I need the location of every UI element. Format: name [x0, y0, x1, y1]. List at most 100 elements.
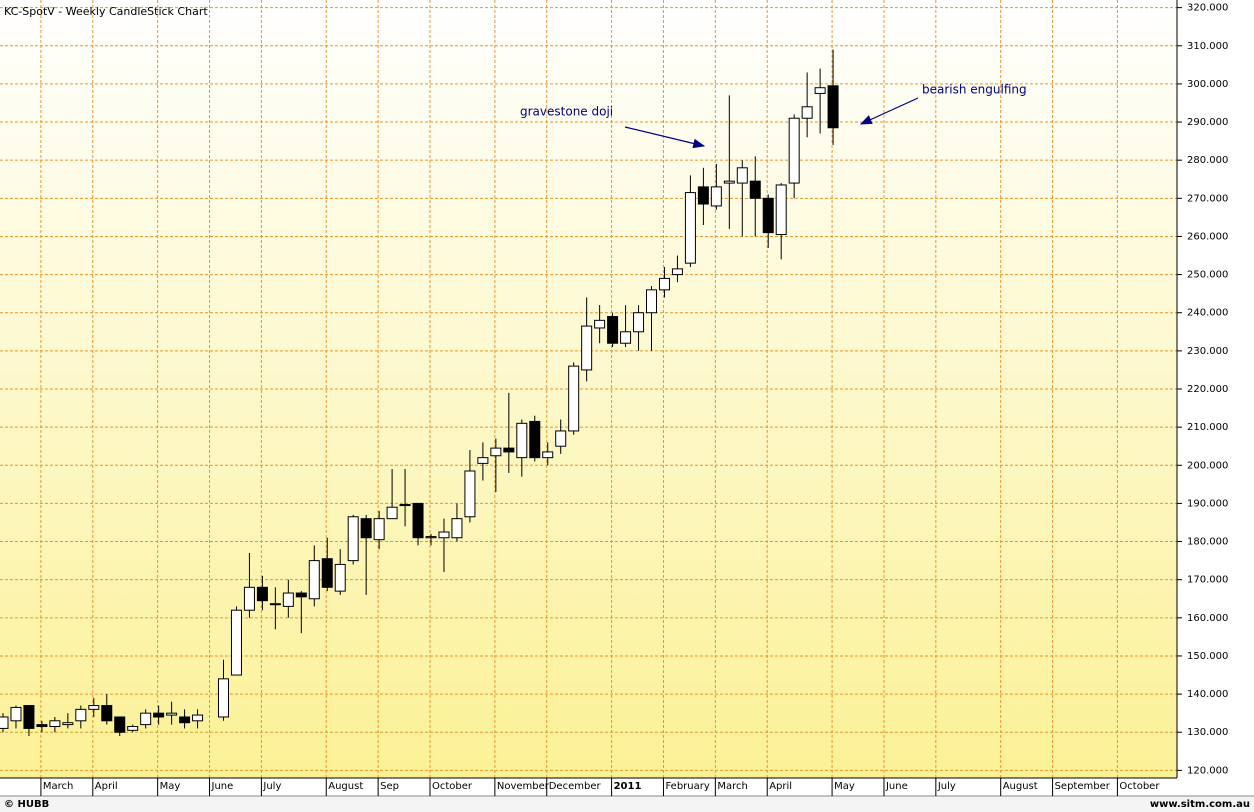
candle-body — [451, 518, 463, 539]
y-tick-label: 230.000 — [1187, 346, 1228, 357]
x-tick-label: May — [160, 781, 181, 792]
candle-body — [710, 186, 722, 207]
candle-body — [581, 325, 593, 371]
candle-body — [217, 678, 229, 718]
x-tick-label: Sep — [380, 781, 399, 792]
x-tick-label: March — [43, 781, 73, 792]
candle-body — [334, 563, 346, 592]
candle-body — [542, 451, 554, 459]
y-tick-label: 190.000 — [1187, 498, 1228, 509]
candle-body — [127, 726, 139, 731]
y-tick-label: 180.000 — [1187, 537, 1228, 548]
candle-body — [464, 470, 476, 518]
annotation-arrow — [624, 126, 706, 149]
x-tick-label: April — [95, 781, 118, 792]
y-tick-label: 300.000 — [1187, 79, 1228, 90]
candle-body — [36, 724, 48, 728]
candle-body — [529, 420, 541, 459]
x-tick-label: November — [497, 781, 550, 792]
candle-body — [412, 502, 424, 539]
candle-body — [503, 447, 515, 453]
y-tick-label: 240.000 — [1187, 308, 1228, 319]
x-tick-label: May — [834, 781, 855, 792]
candle-body — [347, 516, 359, 562]
candle-body — [490, 447, 502, 457]
candle-body — [192, 714, 204, 722]
y-tick-label: 160.000 — [1187, 613, 1228, 624]
y-tick-label: 130.000 — [1187, 727, 1228, 738]
candle-body — [373, 518, 385, 541]
candle-body — [0, 716, 9, 729]
candle-body — [49, 720, 61, 728]
annotation: bearish engulfing — [922, 83, 1027, 97]
x-tick-label: March — [717, 781, 747, 792]
candle-body — [114, 716, 126, 733]
y-tick-label: 250.000 — [1187, 270, 1228, 281]
x-tick-label: August — [1003, 781, 1038, 792]
y-tick-label: 170.000 — [1187, 575, 1228, 586]
y-tick-label: 150.000 — [1187, 651, 1228, 662]
candle-body — [684, 192, 696, 264]
candle-body — [153, 712, 165, 718]
footer-bar — [0, 796, 1254, 812]
candle-body — [256, 586, 268, 602]
x-tick-label: December — [549, 781, 602, 792]
x-tick-label: August — [328, 781, 363, 792]
candle-body — [360, 518, 372, 539]
candle-body — [827, 85, 839, 129]
candle-body — [607, 316, 619, 344]
x-tick-label: June — [885, 781, 908, 792]
candle-body — [88, 705, 100, 710]
candle-body — [386, 506, 398, 520]
y-tick-label: 120.000 — [1187, 765, 1228, 776]
x-tick-label: July — [937, 781, 956, 792]
y-tick-label: 210.000 — [1187, 422, 1228, 433]
y-tick-label: 320.000 — [1187, 3, 1228, 14]
y-tick-label: 270.000 — [1187, 193, 1228, 204]
candle-body — [399, 504, 411, 507]
candle-body — [62, 722, 74, 726]
candle-body — [295, 592, 307, 598]
y-tick-label: 280.000 — [1187, 155, 1228, 166]
x-tick-label: September — [1055, 781, 1111, 792]
candle-body — [243, 586, 255, 611]
candle-body — [230, 609, 242, 676]
candle-body — [166, 712, 178, 716]
candle-body — [282, 592, 294, 607]
candle-body — [179, 716, 191, 724]
annotation-arrow — [859, 97, 919, 125]
candle-body — [516, 422, 528, 459]
x-tick-label: April — [769, 781, 792, 792]
footer-left: © HUBB — [4, 799, 49, 810]
annotation: gravestone doji — [520, 105, 613, 119]
candle-body — [697, 186, 709, 205]
candle-body — [736, 167, 748, 184]
y-tick-label: 200.000 — [1187, 460, 1228, 471]
candle-body — [775, 184, 787, 236]
candle-body — [814, 87, 826, 94]
candle-body — [568, 365, 580, 432]
candle-body — [801, 106, 813, 119]
candle-body — [321, 558, 333, 588]
candle-body — [477, 457, 489, 464]
candle-body — [75, 708, 87, 722]
footer-right: www.sitm.com.au — [1150, 799, 1250, 810]
candle-body — [658, 277, 670, 291]
candle-body — [269, 603, 281, 606]
y-tick-label: 220.000 — [1187, 384, 1228, 395]
x-tick-label: June — [211, 781, 234, 792]
y-tick-label: 310.000 — [1187, 41, 1228, 52]
candle-body — [140, 712, 152, 726]
candle-body — [788, 117, 800, 184]
y-tick-label: 290.000 — [1187, 117, 1228, 128]
candle-body — [671, 268, 683, 276]
candle-body — [23, 705, 35, 729]
candle-body — [620, 331, 632, 344]
candle-body — [438, 531, 450, 539]
candle-body — [723, 180, 735, 184]
candle-body — [633, 312, 645, 333]
candle-body — [425, 536, 437, 539]
candle-body — [594, 319, 606, 329]
x-tick-label: 2011 — [614, 781, 642, 792]
